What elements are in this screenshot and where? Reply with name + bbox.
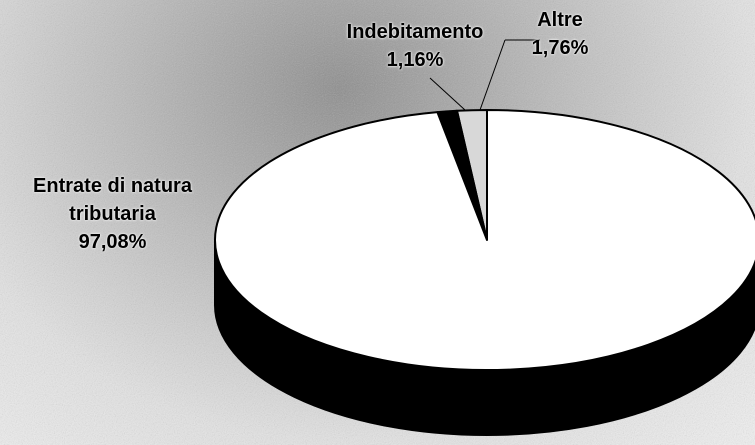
value-label: 1,76% [531, 37, 589, 59]
slice-label: Entrate di natura tributaria 97,08% [0, 172, 225, 256]
leader-line [479, 39, 506, 111]
slice-label: Indebitamento 1,16% [325, 18, 505, 74]
value-label: 1,16% [386, 49, 444, 71]
category-label: Entrate di natura tributaria [33, 175, 192, 225]
category-label: Indebitamento [346, 21, 484, 43]
pie-slice [214, 109, 755, 371]
value-label: 97,08% [78, 231, 147, 253]
pie [214, 109, 755, 436]
category-label: Altre [537, 9, 583, 31]
slice-label: Altre 1,76% [500, 6, 620, 62]
leader-line [429, 77, 466, 111]
